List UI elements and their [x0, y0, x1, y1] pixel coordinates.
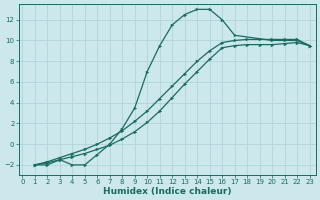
X-axis label: Humidex (Indice chaleur): Humidex (Indice chaleur)	[103, 187, 231, 196]
